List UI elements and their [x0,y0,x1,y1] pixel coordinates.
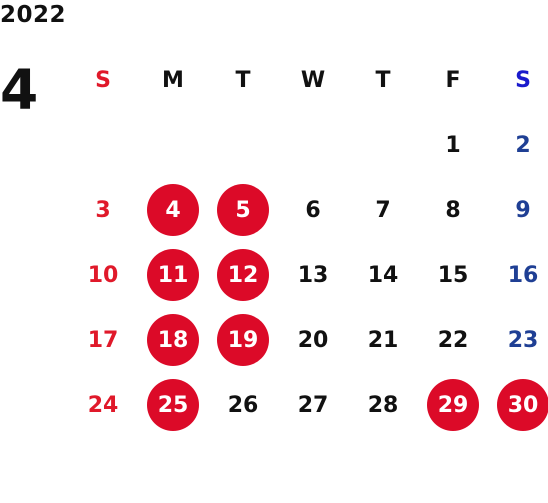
day-cell: 9 [515,197,531,223]
day-cell: 24 [87,392,119,418]
day-cell: 6 [305,197,321,223]
day-cell: 22 [437,327,469,353]
weekday-tuesday: T [235,67,251,93]
weekday-wednesday: W [300,67,326,93]
day-cell: 23 [507,327,539,353]
calendar-grid: S M T W T F S 1 2 3 4 5 6 7 8 9 10 11 12… [69,47,548,437]
day-cell: 1 [445,132,461,158]
weekday-friday: F [445,67,461,93]
weekday-sunday: S [95,67,111,93]
week-row: 3 4 5 6 7 8 9 [69,177,548,242]
day-cell-highlighted: 29 [427,379,479,431]
week-row: 17 18 19 20 21 22 23 [69,307,548,372]
day-cell: 28 [367,392,399,418]
weekday-header-row: S M T W T F S [69,47,548,112]
day-cell: 14 [367,262,399,288]
day-cell: 26 [227,392,259,418]
week-row: 24 25 26 27 28 29 30 [69,372,548,437]
day-cell-highlighted: 11 [147,249,199,301]
day-cell: 13 [297,262,329,288]
weekday-thursday: T [375,67,391,93]
day-cell: 27 [297,392,329,418]
day-cell-highlighted: 30 [497,379,548,431]
day-cell: 10 [87,262,119,288]
day-cell: 2 [515,132,531,158]
weekday-monday: M [162,67,184,93]
day-cell: 8 [445,197,461,223]
week-row: 1 2 [69,112,548,177]
day-cell: 17 [87,327,119,353]
day-cell-highlighted: 18 [147,314,199,366]
day-cell-highlighted: 19 [217,314,269,366]
day-cell: 7 [375,197,391,223]
week-row: 10 11 12 13 14 15 16 [69,242,548,307]
day-cell: 20 [297,327,329,353]
weekday-saturday: S [515,67,531,93]
day-cell-highlighted: 4 [147,184,199,236]
year-label: 2022 [0,2,67,28]
day-cell: 15 [437,262,469,288]
day-cell: 3 [95,197,111,223]
month-label: 4 [0,58,39,122]
day-cell-highlighted: 12 [217,249,269,301]
day-cell-highlighted: 25 [147,379,199,431]
day-cell: 16 [507,262,539,288]
day-cell: 21 [367,327,399,353]
day-cell-highlighted: 5 [217,184,269,236]
